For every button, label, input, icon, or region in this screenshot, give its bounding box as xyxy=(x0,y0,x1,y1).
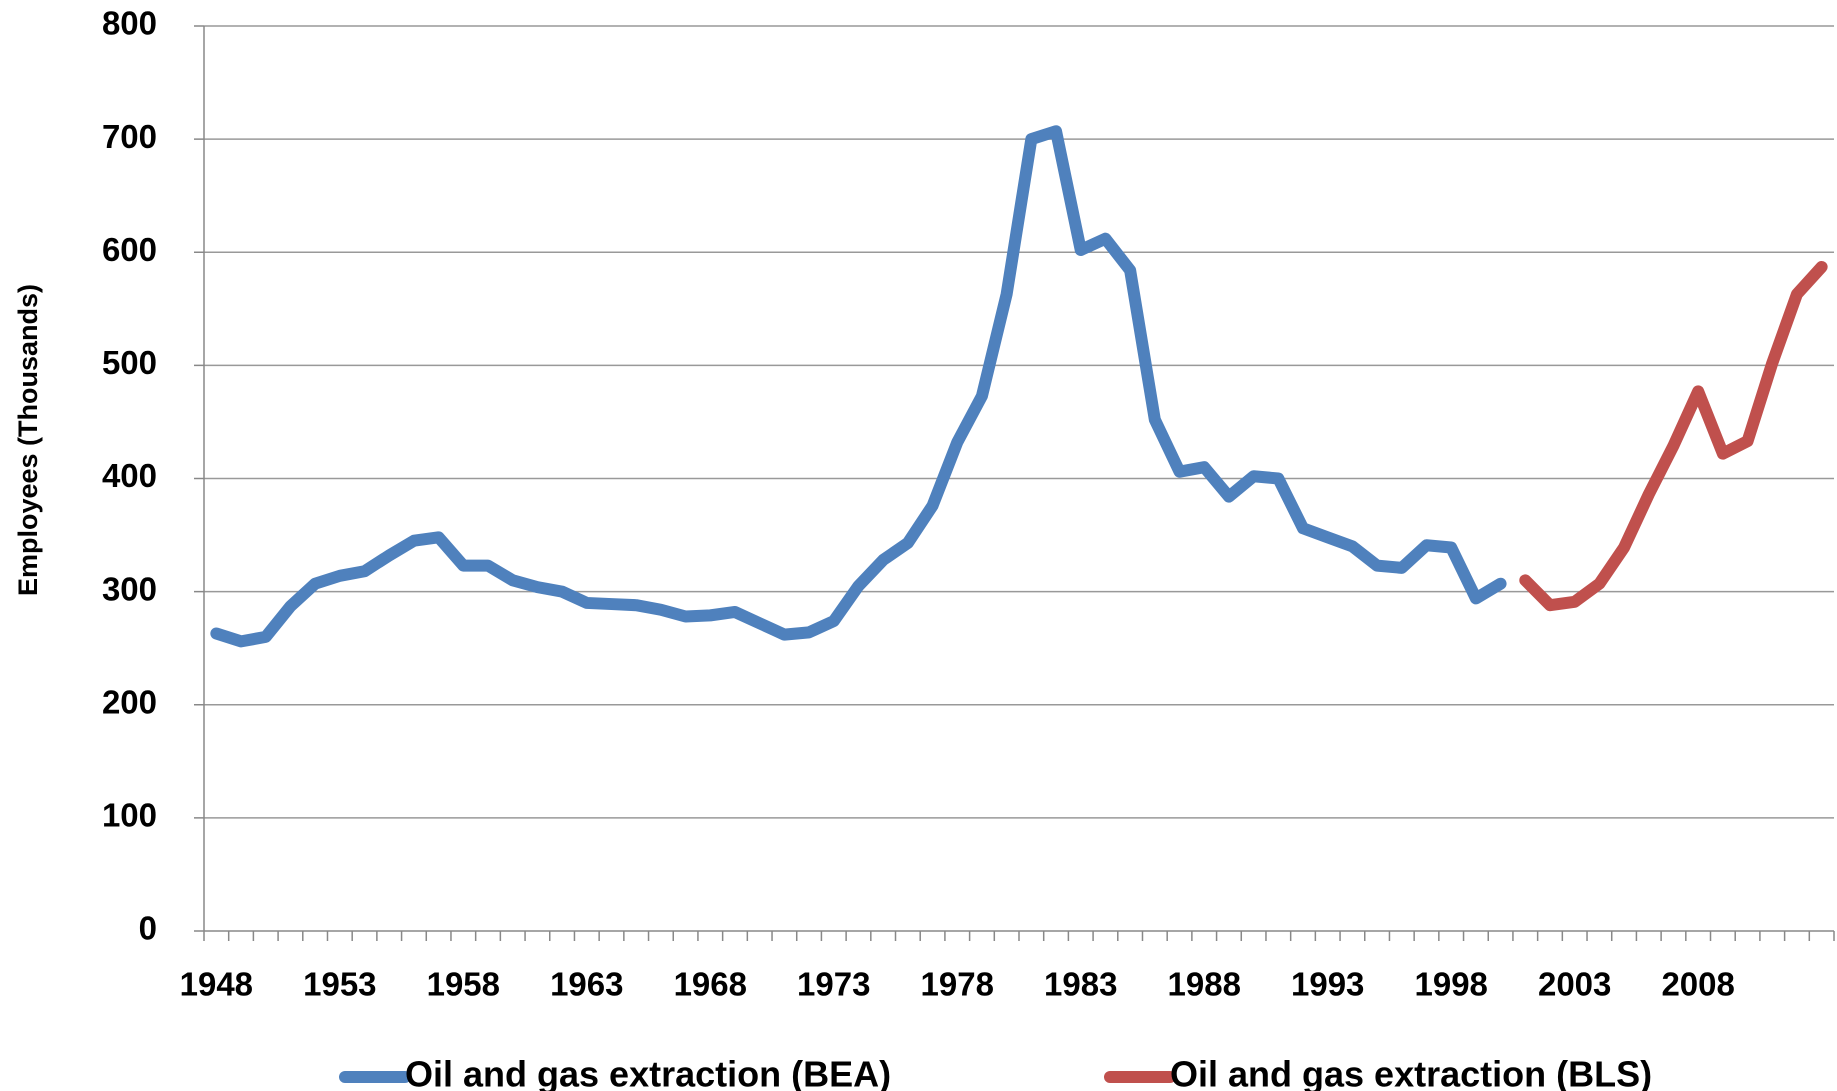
x-tick-label: 1948 xyxy=(180,966,253,1003)
y-tick-label: 500 xyxy=(102,344,157,381)
x-tick-label: 1968 xyxy=(674,966,747,1003)
series-line xyxy=(210,125,1507,648)
x-tick-label: 1998 xyxy=(1414,966,1487,1003)
y-tick-label: 800 xyxy=(102,5,157,42)
x-tick-label: 1978 xyxy=(921,966,994,1003)
x-tick-label: 2008 xyxy=(1661,966,1734,1003)
y-tick-label: 700 xyxy=(102,118,157,155)
x-tick-label: 1953 xyxy=(303,966,376,1003)
x-tick-label: 1993 xyxy=(1291,966,1364,1003)
series-line xyxy=(1519,260,1828,612)
x-tick-label: 1958 xyxy=(427,966,500,1003)
y-axis-title: Employees (Thousands) xyxy=(13,284,43,596)
y-tick-label: 200 xyxy=(102,683,157,720)
x-tick-label: 1963 xyxy=(550,966,623,1003)
legend-label: Oil and gas extraction (BLS) xyxy=(1170,1054,1652,1091)
y-tick-label: 300 xyxy=(102,570,157,607)
x-tick-label: 1988 xyxy=(1168,966,1241,1003)
x-tick-label: 2003 xyxy=(1538,966,1611,1003)
y-tick-label: 400 xyxy=(102,457,157,494)
y-tick-label: 0 xyxy=(139,910,157,947)
legend-label: Oil and gas extraction (BEA) xyxy=(405,1054,891,1091)
x-tick-label: 1973 xyxy=(797,966,870,1003)
x-tick-label: 1983 xyxy=(1044,966,1117,1003)
y-tick-label: 100 xyxy=(102,797,157,834)
y-tick-label: 600 xyxy=(102,231,157,268)
